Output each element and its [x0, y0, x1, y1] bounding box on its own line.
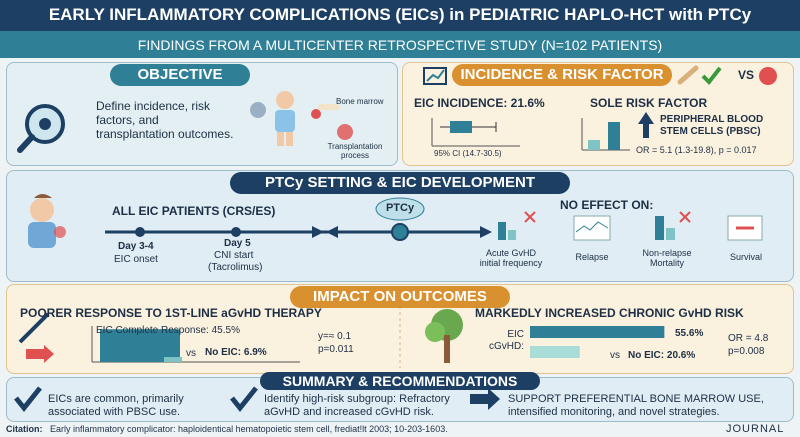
p-value: p=0.008: [728, 346, 765, 357]
citation: Early inflammatory complicator: haploide…: [50, 424, 448, 434]
summary-item: EICs are common, primarily associated wi…: [48, 393, 184, 418]
objective-text: Define incidence, risk factors, and tran…: [96, 99, 234, 141]
day-text: (Tacrolimus): [208, 262, 263, 273]
impact-right-title: MARKEDLY INCREASED CHRONIC GvHD RISK: [475, 306, 744, 320]
response-bar: [100, 329, 180, 362]
vs-label: vs: [610, 350, 620, 361]
no-effect-item: Relapse: [575, 252, 609, 262]
cgvhd-bar: [530, 326, 665, 338]
summary-heading: SUMMARY & RECOMMENDATIONS: [260, 372, 540, 390]
journal: JOURNAL: [726, 423, 785, 435]
day-text: CNI start: [214, 250, 254, 261]
day-label: Day 3-4: [118, 241, 154, 252]
title: EARLY INFLAMMATORY COMPLICATIONS (EICs) …: [48, 5, 752, 24]
no-effect-item: Survival: [729, 252, 762, 262]
vs-label: VS: [738, 68, 755, 82]
risk-factor: PERIPHERAL BLOOD STEM CELLS (PBSC): [660, 114, 764, 137]
magnifier-icon: [17, 104, 65, 153]
ptcy-heading: PTCy SETTING & EIC DEVELOPMENT: [230, 172, 570, 194]
label: Bone marrow: [336, 97, 384, 106]
vs-label: vs: [186, 348, 196, 359]
child-icon: [250, 91, 353, 146]
check-icons: [14, 386, 500, 413]
ci-label: 95% CI (14.7-30.5): [434, 149, 502, 158]
response-bar: [164, 357, 182, 362]
risk-bars: [581, 112, 654, 151]
cgvhd-label: EIC cGvHD:: [489, 329, 524, 352]
no-eic-response: No EIC: 6.9%: [205, 347, 267, 358]
summary-item: Identify high-risk subgroup: Refractory …: [264, 393, 450, 418]
day-text: EIC onset: [114, 254, 158, 265]
stat: p=0.011: [318, 344, 354, 355]
impact-heading: IMPACT ON OUTCOMES: [290, 286, 510, 308]
citation-label: Citation:: [6, 424, 43, 434]
label: Transplantation process: [327, 142, 383, 161]
impact-left-title: POORER RESPONSE TO 1ST-LINE aGvHD THERAP…: [20, 306, 322, 320]
summary-item: SUPPORT PREFERENTIAL BONE MARROW USE, in…: [508, 393, 764, 418]
subtitle: FINDINGS FROM A MULTICENTER RETROSPECTIV…: [137, 37, 663, 53]
odds-ratio: OR = 4.8: [728, 333, 769, 344]
odds-ratio: OR = 5.1 (1.3-19.8), p = 0.017: [636, 145, 757, 155]
cgvhd-value: 55.6%: [675, 328, 704, 339]
no-effect-item: Acute GvHD initial frequency: [479, 248, 543, 269]
subtitle-band: [0, 31, 800, 58]
impact-icons: [18, 300, 463, 368]
timeline: [105, 197, 492, 241]
day-label: Day 5: [224, 238, 251, 249]
objective-heading: OBJECTIVE: [110, 64, 250, 86]
incidence-heading: INCIDENCE & RISK FACTOR: [452, 64, 672, 86]
ptcy-label: PTCy: [385, 202, 415, 214]
no-effect-item: Non-relapse Mortality: [642, 248, 692, 269]
no-effect-icons: [498, 211, 763, 241]
title-band: [0, 0, 800, 31]
sick-child-icon: [28, 194, 66, 248]
risk-heading: SOLE RISK FACTOR: [590, 96, 708, 110]
ci-boxplot: [431, 118, 520, 147]
no-effect-heading: NO EFFECT ON:: [560, 198, 654, 212]
eic-response: EIC Complete Response: 45.5%: [96, 325, 240, 336]
stat: y=≈ 0.1: [318, 331, 352, 342]
no-eic-cgvhd: No EIC: 20.6%: [628, 350, 696, 361]
all-patients: ALL EIC PATIENTS (CRS/ES): [112, 204, 276, 218]
cgvhd-bar: [530, 346, 580, 358]
eic-incidence: EIC INCIDENCE: 21.6%: [414, 96, 545, 110]
summary-panel: [6, 377, 794, 422]
incidence-icons: [423, 65, 777, 86]
